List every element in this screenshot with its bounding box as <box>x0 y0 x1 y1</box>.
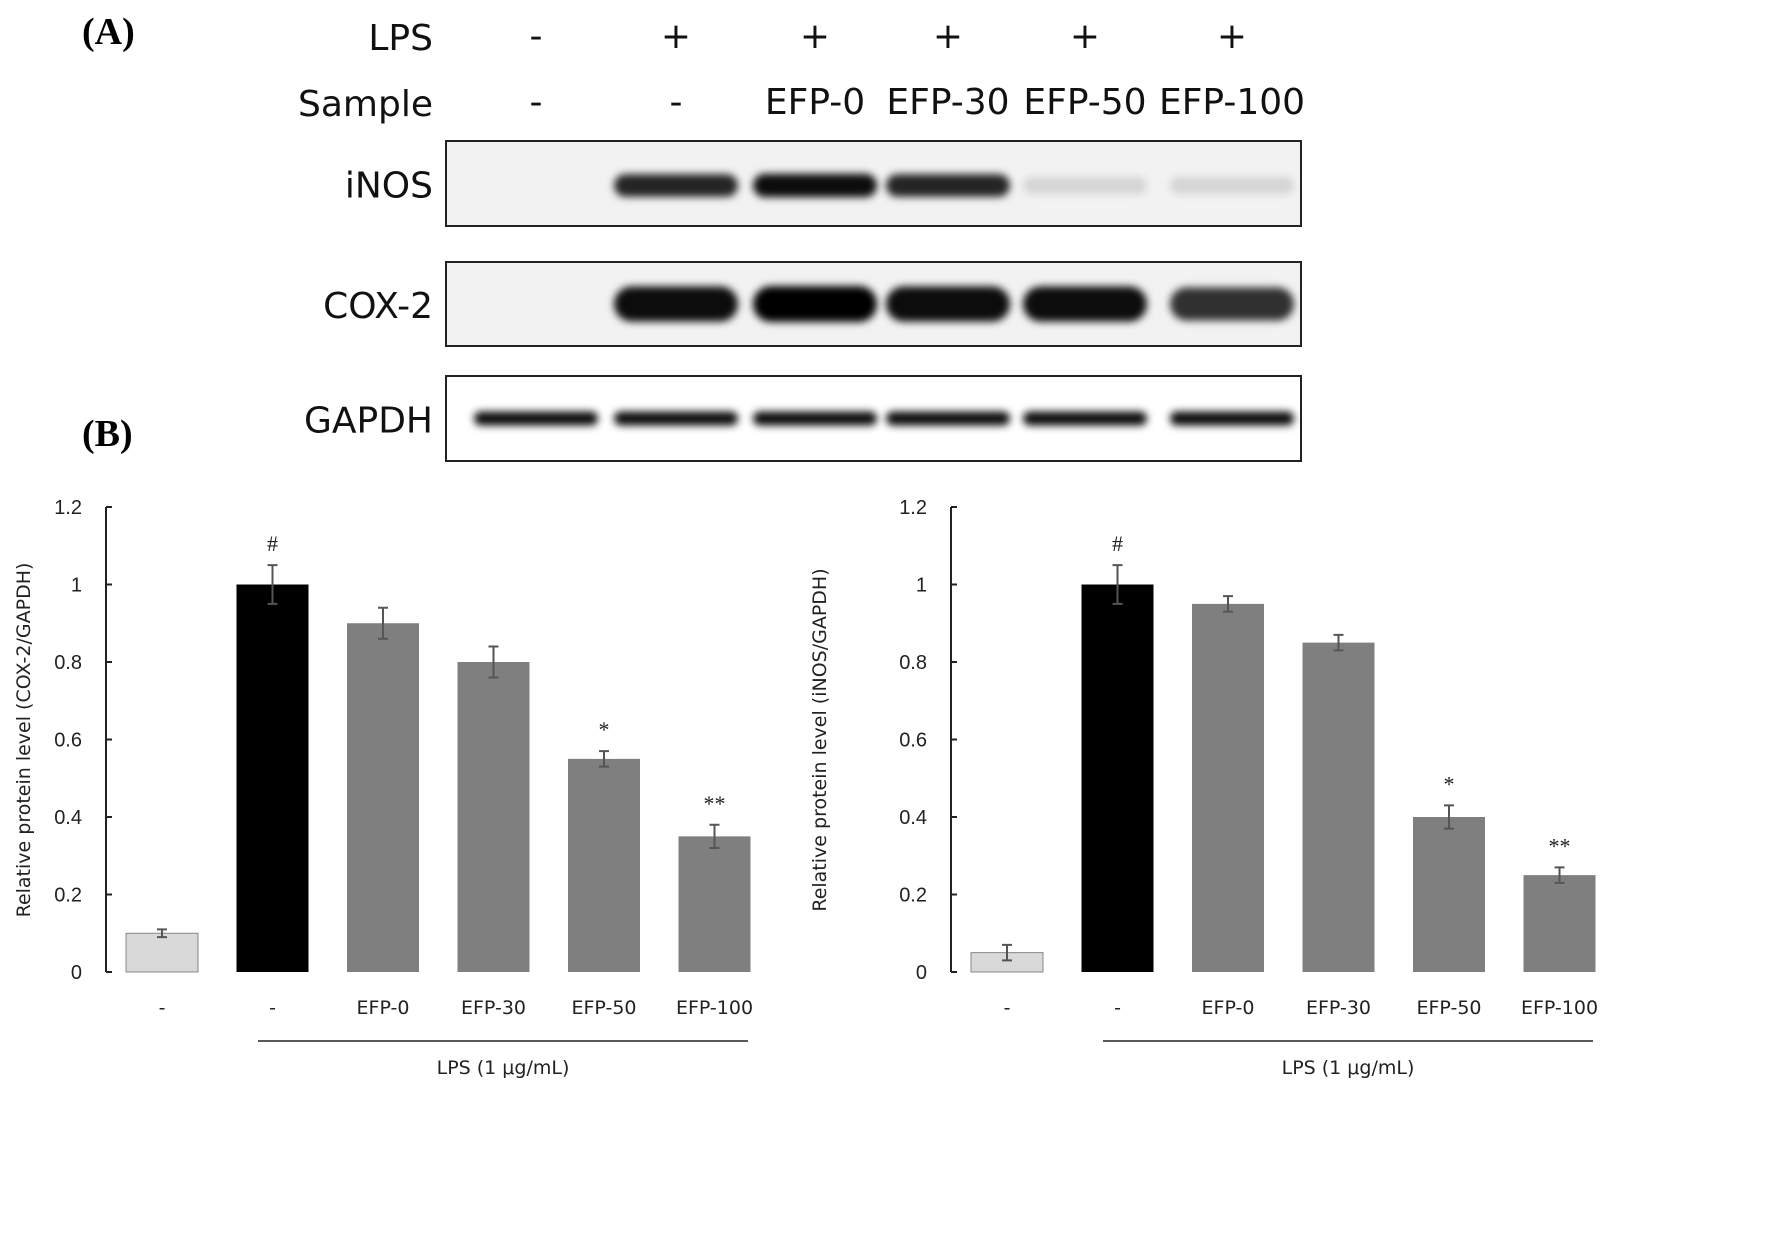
sample-lane-label: - <box>530 82 543 123</box>
y-tick-label: 0.4 <box>54 807 82 829</box>
bar <box>1192 603 1264 972</box>
y-tick-label: 0 <box>916 962 927 984</box>
significance-marker: # <box>1112 531 1123 556</box>
panel-label-a: (A) <box>82 11 135 53</box>
y-tick-label: 1 <box>916 575 927 597</box>
category-label: EFP-0 <box>357 997 410 1019</box>
y-tick-label: 1.2 <box>54 497 82 519</box>
y-tick-label: 1 <box>71 575 82 597</box>
bar <box>457 662 530 972</box>
y-tick-label: 0.4 <box>899 807 927 829</box>
category-label: - <box>1114 997 1121 1019</box>
category-label: - <box>1004 997 1011 1019</box>
sample-lane-label: EFP-30 <box>886 82 1009 123</box>
protein-band <box>886 286 1010 322</box>
panel-label-b: (B) <box>82 413 133 455</box>
bar <box>347 623 419 972</box>
protein-band <box>1023 411 1147 426</box>
protein-band <box>753 173 877 198</box>
protein-band <box>474 411 598 426</box>
bar <box>678 836 751 972</box>
significance-marker: ** <box>1549 833 1571 858</box>
sample-lane-label: EFP-100 <box>1159 82 1305 123</box>
lps-lane-sign: - <box>530 16 543 57</box>
sample-lane-label: - <box>670 82 683 123</box>
group-label: LPS (1 μg/mL) <box>1282 1057 1415 1079</box>
y-axis-label: Relative protein level (COX-2/GAPDH) <box>13 563 35 918</box>
category-label: EFP-50 <box>571 997 636 1019</box>
lps-lane-sign: + <box>1217 16 1247 57</box>
category-label: - <box>159 997 166 1019</box>
protein-label: iNOS <box>345 166 433 207</box>
protein-label: COX-2 <box>323 286 433 327</box>
bar <box>1302 642 1375 972</box>
category-label: EFP-100 <box>1521 997 1598 1019</box>
protein-band <box>1170 411 1294 426</box>
protein-band <box>614 174 738 197</box>
protein-band <box>753 286 877 322</box>
bar-chart-2: 0 0.2 0.4 0.6 0.8 1 1.2 Relative protein level … <box>809 497 1598 1079</box>
bar-charts: 0 0.2 0.4 0.6 0.8 1 1.2 Relative protein level … <box>13 497 1598 1079</box>
bar <box>236 584 309 972</box>
protein-band <box>1170 287 1294 321</box>
bar <box>568 758 640 972</box>
sample-row-label: Sample <box>298 84 433 125</box>
bar <box>1081 584 1154 972</box>
category-label: EFP-100 <box>676 997 753 1019</box>
y-tick-label: 0.6 <box>899 730 927 752</box>
y-tick-label: 1.2 <box>899 497 927 519</box>
bar-chart-1: 0 0.2 0.4 0.6 0.8 1 1.2 Relative protein level … <box>13 497 753 1079</box>
sample-lane-label: EFP-50 <box>1023 82 1146 123</box>
protein-band <box>614 411 738 426</box>
lps-lane-sign: + <box>800 16 830 57</box>
bar <box>1413 817 1485 972</box>
lps-lane-sign: + <box>661 16 691 57</box>
lps-lane-sign: + <box>1070 16 1100 57</box>
y-tick-label: 0.2 <box>54 885 82 907</box>
category-label: - <box>269 997 276 1019</box>
bar <box>1523 875 1596 972</box>
y-tick-label: 0.6 <box>54 730 82 752</box>
protein-band <box>1170 177 1294 194</box>
y-tick-label: 0.2 <box>899 885 927 907</box>
western-blot: - - + - + EFP-0 + EFP-30 + EFP-50 + EFP-100 iNOS COX-… <box>304 16 1305 462</box>
protein-band <box>614 286 738 322</box>
significance-marker: ** <box>704 791 726 816</box>
y-tick-label: 0 <box>71 962 82 984</box>
y-tick-label: 0.8 <box>54 652 82 674</box>
lps-row-label: LPS <box>368 18 433 59</box>
group-label: LPS (1 μg/mL) <box>437 1057 570 1079</box>
protein-band <box>753 411 877 426</box>
protein-label: GAPDH <box>304 401 433 442</box>
protein-band <box>1023 177 1147 194</box>
significance-marker: # <box>267 531 278 556</box>
category-label: EFP-30 <box>461 997 526 1019</box>
bar <box>125 932 199 973</box>
category-label: EFP-0 <box>1202 997 1255 1019</box>
significance-marker: * <box>1444 771 1455 796</box>
category-label: EFP-50 <box>1416 997 1481 1019</box>
protein-band <box>886 174 1010 197</box>
lps-lane-sign: + <box>933 16 963 57</box>
protein-band <box>886 411 1010 426</box>
y-axis-label: Relative protein level (iNOS/GAPDH) <box>809 568 831 911</box>
y-tick-label: 0.8 <box>899 652 927 674</box>
category-label: EFP-30 <box>1306 997 1371 1019</box>
protein-band <box>1023 286 1147 322</box>
significance-marker: * <box>599 717 610 742</box>
sample-lane-label: EFP-0 <box>765 82 865 123</box>
